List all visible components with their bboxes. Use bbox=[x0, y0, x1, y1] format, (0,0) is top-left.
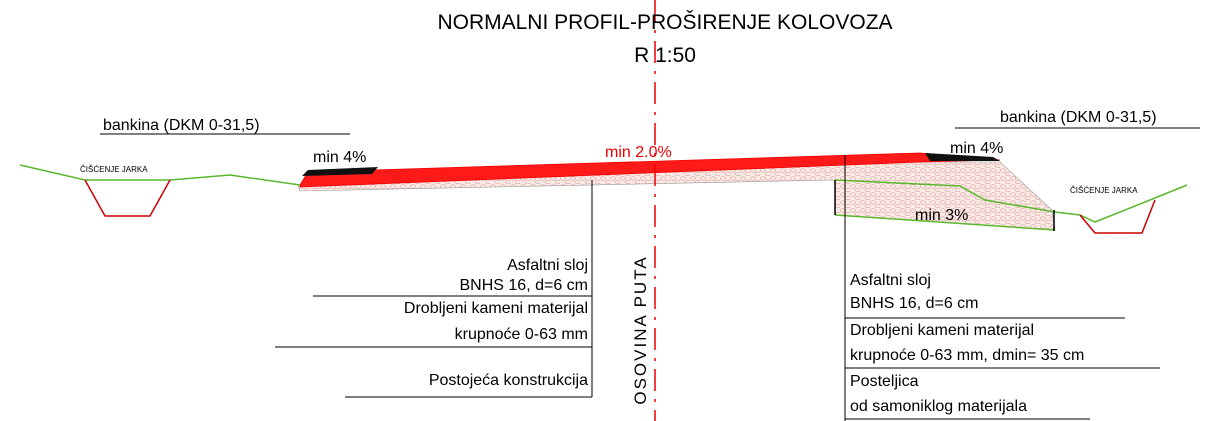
layer-label: Posteljica bbox=[850, 373, 919, 390]
scale: R 1:50 bbox=[634, 44, 696, 67]
right-ditch-label: ČIŠĆENJE JARKA bbox=[1070, 186, 1138, 195]
right-shoulder-label: bankina (DKM 0-31,5) bbox=[1000, 109, 1157, 126]
subgrade-slope: min 3% bbox=[915, 207, 968, 224]
layer-label: Drobljeni kameni materijal bbox=[850, 322, 1034, 339]
left-shoulder-label: bankina (DKM 0-31,5) bbox=[103, 117, 260, 134]
layer-label: Asfaltni sloj bbox=[507, 257, 588, 274]
left-ditch-label: ČIŠĆENJE JARKA bbox=[80, 165, 148, 174]
left-ground bbox=[19, 164, 301, 186]
layer-label: krupnoće 0-63 mm bbox=[455, 326, 588, 343]
layer-label: BNHS 16, d=6 cm bbox=[850, 295, 979, 312]
layer-label: BNHS 16, d=6 cm bbox=[460, 277, 589, 294]
right-shoulder bbox=[925, 153, 1000, 161]
layer-label: Postojeća konstrukcija bbox=[429, 372, 588, 389]
right-ground bbox=[834, 179, 1188, 223]
left-shoulder bbox=[302, 167, 378, 176]
left-slope: min 4% bbox=[313, 149, 366, 166]
layer-label: Asfaltni sloj bbox=[850, 272, 931, 289]
left-ditch bbox=[84, 179, 171, 217]
right-slope: min 4% bbox=[950, 140, 1003, 157]
right-ditch bbox=[1079, 199, 1156, 234]
center-slope: min 2.0% bbox=[605, 144, 672, 161]
title: NORMALNI PROFIL-PROŠIRENJE KOLOVOZA bbox=[437, 11, 892, 34]
layer-label: Drobljeni kameni materijal bbox=[404, 300, 588, 317]
layer-label: od samoniklog materijala bbox=[850, 398, 1027, 415]
axis-label: OSOVINA PUTA bbox=[631, 255, 650, 404]
layer-label: krupnoće 0-63 mm, dmin= 35 cm bbox=[850, 347, 1084, 364]
subgrade-line bbox=[834, 214, 1056, 231]
